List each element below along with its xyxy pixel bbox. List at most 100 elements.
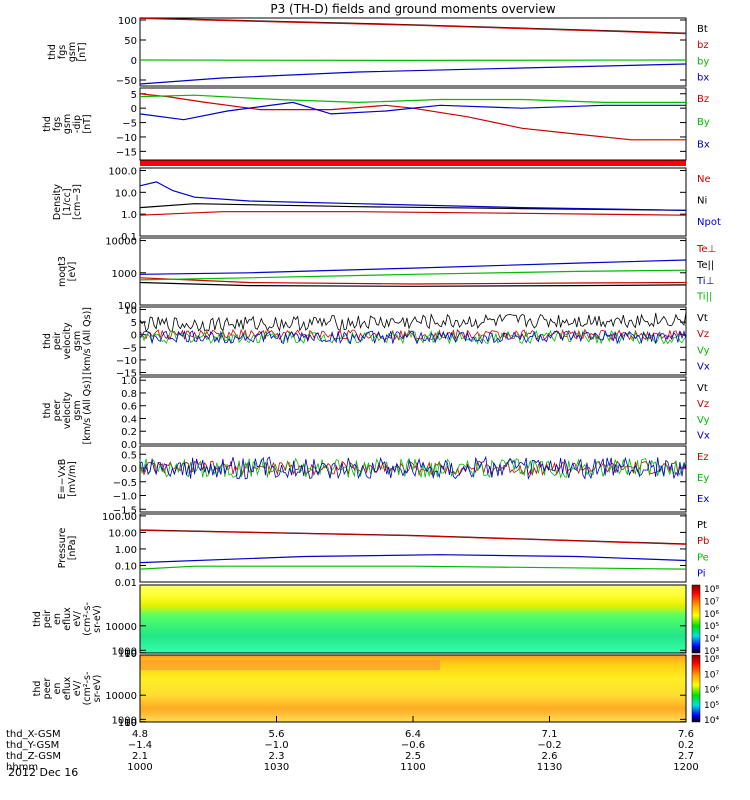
legend-Pb: Pb bbox=[697, 536, 709, 547]
y-axis-label-line: sr-eV) bbox=[92, 675, 103, 703]
legend-Te||: Te|| bbox=[696, 260, 714, 271]
x-row-value: −1.4 bbox=[128, 740, 152, 751]
x-row-value: 5.6 bbox=[269, 729, 285, 740]
y-axis-label-line: eflux bbox=[62, 607, 73, 631]
x-row-value: 1130 bbox=[537, 762, 562, 773]
y-axis-label-line: eV/ bbox=[72, 610, 83, 626]
x-row-value: 7.1 bbox=[542, 729, 558, 740]
panel-frame bbox=[139, 17, 687, 87]
x-row-value: 2.3 bbox=[269, 751, 285, 762]
peir-colorbar bbox=[691, 584, 701, 654]
y-axis-label-line: gsm bbox=[72, 400, 83, 420]
y-axis-label-line: peir bbox=[42, 610, 53, 629]
y-axis-label-line: moqt3 bbox=[57, 256, 68, 287]
peer-colorbar bbox=[691, 654, 701, 723]
series-line-By bbox=[139, 94, 686, 104]
panel-frame bbox=[139, 513, 687, 583]
series-line-Ey bbox=[139, 457, 687, 479]
y-tick-label: 10.00 bbox=[108, 528, 137, 539]
y-tick-label: −10 bbox=[116, 356, 137, 367]
colorbar-tick-label: 10⁴ bbox=[704, 635, 719, 645]
y-tick-label: 0 bbox=[131, 331, 137, 342]
panel-frame bbox=[139, 445, 687, 513]
x-row-value: 2.1 bbox=[132, 751, 148, 762]
y-axis-label-line: thd bbox=[42, 333, 53, 349]
y-axis-label-line: peer bbox=[52, 400, 63, 422]
series-line-Vt bbox=[139, 312, 687, 333]
y-tick-label: 0.5 bbox=[121, 450, 137, 461]
y-tick-label: −1.5 bbox=[113, 505, 137, 516]
y-axis-label-line: gsm bbox=[67, 42, 78, 62]
legend-By: By bbox=[697, 117, 710, 128]
y-tick-label: 10.0 bbox=[115, 188, 137, 199]
y-tick-label: 0.0 bbox=[121, 464, 137, 475]
x-row-value: −0.6 bbox=[401, 740, 425, 751]
x-row-value: 0.2 bbox=[678, 740, 694, 751]
legend-Vy: Vy bbox=[697, 415, 710, 426]
colorbar-tick-label: 10⁵ bbox=[704, 701, 719, 711]
y-tick-label: 0 bbox=[131, 104, 137, 115]
y-tick-label: 0.8 bbox=[121, 389, 137, 400]
y-tick-label: 0.1 bbox=[121, 232, 137, 243]
y-axis-label-line: en bbox=[52, 613, 63, 625]
y-axis-label-line: [mV/m] bbox=[67, 461, 78, 497]
series-line-Te|| bbox=[139, 281, 687, 287]
x-row-value: 2.7 bbox=[678, 751, 694, 762]
x-row-value: 4.8 bbox=[132, 729, 148, 740]
x-row-value: 1100 bbox=[400, 762, 425, 773]
x-row-label: thd_Z-GSM bbox=[6, 751, 61, 762]
y-tick-label: 100 bbox=[118, 718, 137, 729]
colorbar-tick-label: 10³ bbox=[704, 647, 719, 657]
x-row-label: hhmm bbox=[6, 762, 38, 773]
y-axis-label-line: [1/cc] bbox=[62, 188, 73, 215]
y-tick-label: 1000 bbox=[112, 269, 137, 280]
legend-Pe: Pe bbox=[697, 552, 709, 563]
y-tick-label: 1000 bbox=[112, 715, 137, 726]
y-axis-label-line: [nT] bbox=[82, 114, 93, 133]
panel-peer-velocity: 1.0 0.8 0.60.4 0.2 0.0 thd peer velocity gsm [km/… bbox=[42, 376, 710, 451]
y-axis-label-line: peir bbox=[52, 332, 63, 351]
legend-Bt: Bt bbox=[697, 24, 708, 35]
legend-Ne: Ne bbox=[697, 174, 711, 185]
legend-Vy: Vy bbox=[697, 345, 710, 356]
y-axis-label-line: [km/s (All Qs)] bbox=[82, 307, 93, 375]
y-axis-label-line: [km/s (All Qs)] bbox=[82, 377, 93, 445]
y-axis-label-line: gsm bbox=[72, 331, 83, 351]
y-tick-label: 0.0 bbox=[121, 440, 137, 451]
peer-spectrogram-hot-band bbox=[140, 660, 440, 670]
y-tick-label: 10 bbox=[124, 306, 137, 317]
y-axis-label-line: Pressure bbox=[57, 528, 68, 569]
series-line-Bz bbox=[139, 93, 686, 141]
legend-Pt: Pt bbox=[697, 520, 707, 531]
x-row-value: −1.0 bbox=[264, 740, 288, 751]
y-tick-label: 1.0 bbox=[121, 210, 137, 221]
panel-fgs-gsm-detrended: 5 0 −5 −10 −15 thd fgs gsm -dip [nT] Bz By Bx bbox=[42, 87, 710, 161]
y-axis-label-line: thd bbox=[32, 611, 43, 627]
peir-spectrogram-image bbox=[140, 585, 686, 653]
legend-Bz: Bz bbox=[697, 94, 709, 105]
y-axis-label-line: velocity bbox=[62, 322, 73, 360]
panel-frame bbox=[139, 87, 687, 161]
y-tick-label: 100 bbox=[118, 301, 137, 312]
y-tick-label: −10 bbox=[116, 133, 137, 144]
y-tick-label: 0.6 bbox=[121, 402, 137, 413]
panel-frame bbox=[139, 306, 687, 376]
y-tick-label: −50 bbox=[116, 76, 137, 87]
y-tick-label: 100 bbox=[118, 649, 137, 660]
y-tick-label: 5 bbox=[131, 90, 137, 101]
panel-frame bbox=[139, 237, 687, 306]
y-axis-label-line: [nT] bbox=[77, 42, 88, 61]
y-axis-label-line: peer bbox=[42, 678, 53, 700]
legend-Ey: Ey bbox=[697, 473, 709, 484]
y-axis-label-line: [nPa] bbox=[67, 536, 78, 561]
legend-Te⊥: Te⊥ bbox=[696, 244, 716, 255]
x-axis-labels: thd_X-GSM 4.8 5.6 6.4 7.1 7.6 thd_Y-GSM −1.4 −1.… bbox=[6, 716, 699, 773]
legend-bz: bz bbox=[697, 40, 709, 51]
series-line-Ex bbox=[139, 455, 687, 480]
series-line-bz bbox=[139, 17, 687, 35]
x-row-value: 1000 bbox=[127, 762, 152, 773]
y-tick-label: 10 bbox=[124, 649, 137, 660]
y-tick-label: 10000 bbox=[105, 622, 137, 633]
